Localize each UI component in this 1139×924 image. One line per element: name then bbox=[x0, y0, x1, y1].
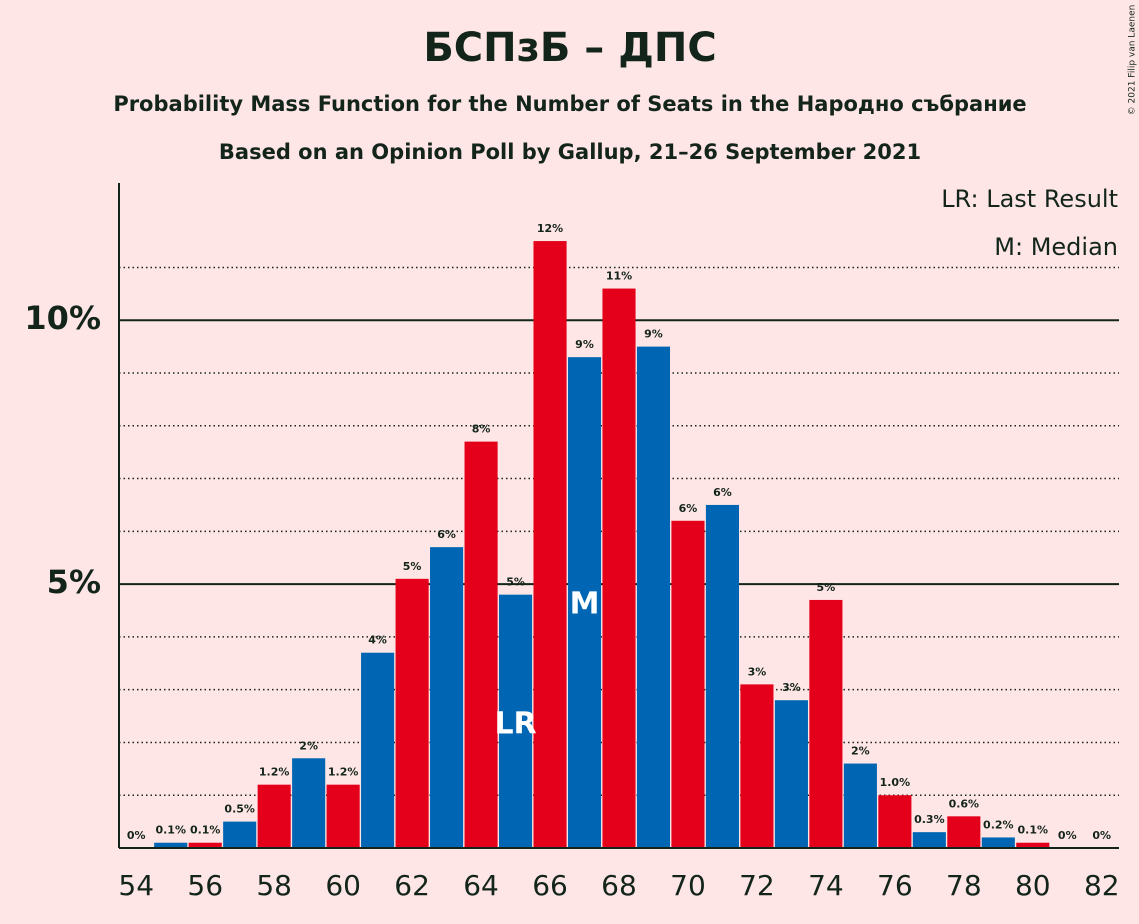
chart-subtitle: Based on an Opinion Poll by Gallup, 21–2… bbox=[219, 140, 921, 164]
x-tick-label: 68 bbox=[601, 869, 637, 902]
x-tick-label: 80 bbox=[1015, 869, 1051, 902]
chart-subtitle: Probability Mass Function for the Number… bbox=[113, 92, 1026, 116]
x-tick-label: 78 bbox=[946, 869, 982, 902]
x-tick-label: 62 bbox=[394, 869, 430, 902]
value-label: 0.3% bbox=[914, 813, 945, 826]
value-label: 6% bbox=[437, 528, 456, 541]
value-label: 0.2% bbox=[983, 818, 1014, 831]
value-label: 3% bbox=[748, 665, 767, 678]
x-tick-label: 54 bbox=[118, 869, 154, 902]
x-tick-label: 64 bbox=[463, 869, 499, 902]
x-tick-label: 76 bbox=[877, 869, 913, 902]
value-label: 1.0% bbox=[880, 776, 911, 789]
value-label: 0.1% bbox=[190, 824, 221, 837]
annotation: LR bbox=[494, 707, 536, 742]
bar bbox=[533, 241, 567, 849]
y-tick-label: 10% bbox=[24, 299, 101, 337]
x-tick-label: 58 bbox=[256, 869, 292, 902]
value-label: 5% bbox=[403, 560, 422, 573]
bar bbox=[292, 758, 326, 848]
value-label: 1.2% bbox=[328, 766, 359, 779]
bar bbox=[602, 288, 636, 848]
value-label: 0.6% bbox=[949, 797, 980, 810]
copyright: © 2021 Filip van Laenen bbox=[1128, 5, 1138, 116]
value-label: 2% bbox=[851, 745, 870, 758]
bar bbox=[361, 652, 395, 848]
bar bbox=[878, 795, 912, 848]
bar bbox=[430, 547, 464, 848]
value-label: 0.1% bbox=[155, 824, 186, 837]
value-label: 3% bbox=[782, 681, 801, 694]
x-tick-label: 60 bbox=[325, 869, 361, 902]
bar bbox=[464, 441, 498, 848]
value-label: 4% bbox=[368, 634, 387, 647]
bar bbox=[981, 837, 1015, 848]
x-tick-label: 72 bbox=[739, 869, 775, 902]
value-label: 1.2% bbox=[259, 766, 290, 779]
value-label: 11% bbox=[606, 270, 632, 283]
legend-entry: M: Median bbox=[994, 233, 1118, 261]
bar bbox=[567, 357, 602, 848]
value-label: 5% bbox=[506, 576, 525, 589]
value-label: 0.5% bbox=[224, 803, 255, 816]
value-label: 8% bbox=[472, 423, 491, 436]
bar bbox=[671, 520, 705, 848]
bar bbox=[154, 842, 188, 848]
value-label: 0% bbox=[127, 829, 146, 842]
bar bbox=[499, 594, 533, 848]
bar bbox=[223, 821, 257, 848]
bar bbox=[1016, 842, 1050, 848]
bar bbox=[912, 832, 946, 848]
value-label: 0% bbox=[1058, 829, 1077, 842]
value-label: 2% bbox=[299, 739, 318, 752]
chart-title: БСПзБ – ДПС bbox=[423, 25, 716, 71]
x-tick-label: 74 bbox=[808, 869, 844, 902]
bar bbox=[843, 763, 877, 848]
y-tick-label: 5% bbox=[47, 563, 101, 601]
value-label: 9% bbox=[644, 328, 663, 341]
bar bbox=[774, 700, 808, 848]
bar bbox=[705, 504, 739, 848]
value-label: 0.1% bbox=[1018, 824, 1049, 837]
bar bbox=[326, 784, 360, 848]
annotation: M bbox=[570, 587, 600, 622]
x-tick-label: 56 bbox=[187, 869, 223, 902]
value-label: 0% bbox=[1092, 829, 1111, 842]
bar bbox=[947, 816, 981, 848]
x-tick-label: 66 bbox=[532, 869, 568, 902]
value-label: 12% bbox=[537, 222, 563, 235]
bar bbox=[395, 578, 429, 848]
bar bbox=[188, 842, 222, 848]
x-tick-label: 70 bbox=[670, 869, 706, 902]
value-label: 5% bbox=[817, 581, 836, 594]
value-label: 6% bbox=[679, 502, 698, 515]
bar bbox=[636, 346, 671, 848]
bar bbox=[740, 684, 774, 848]
bar bbox=[257, 784, 291, 848]
value-label: 9% bbox=[575, 338, 594, 351]
value-label: 6% bbox=[713, 486, 732, 499]
legend-entry: LR: Last Result bbox=[941, 185, 1118, 213]
bar bbox=[809, 599, 843, 848]
x-tick-label: 82 bbox=[1084, 869, 1120, 902]
